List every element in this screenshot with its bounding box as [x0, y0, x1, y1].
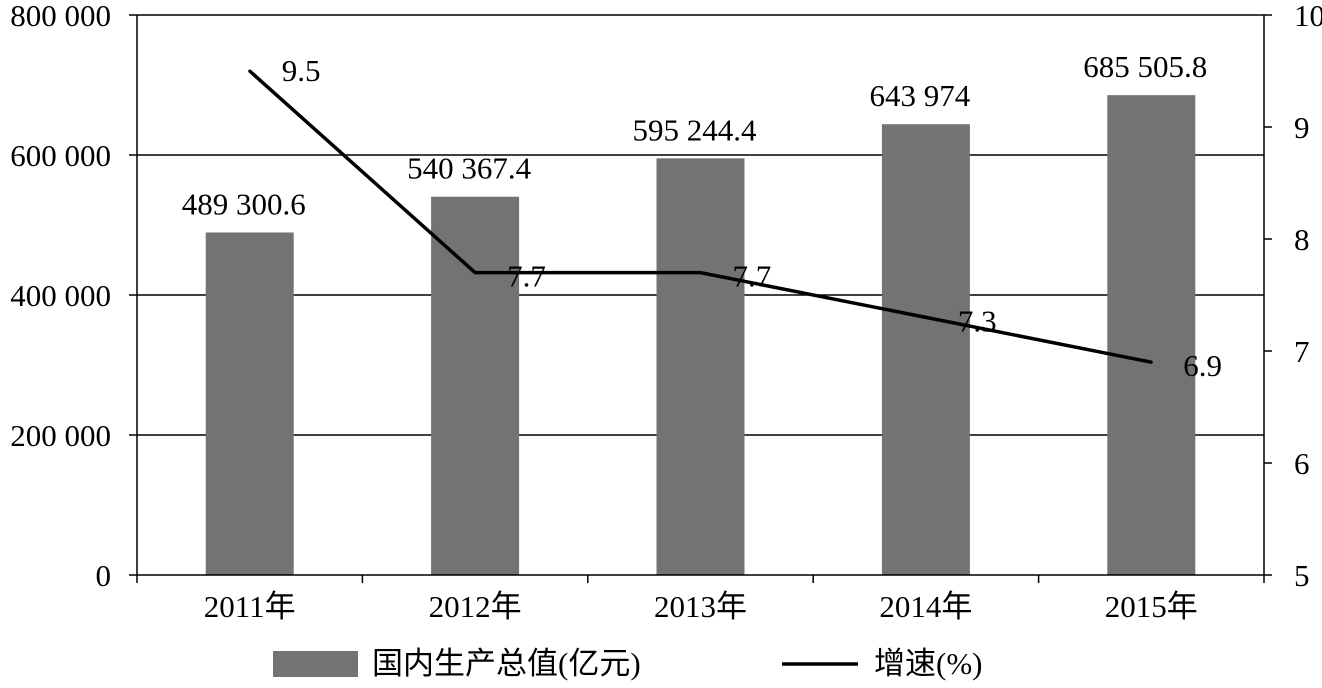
bar: [205, 232, 294, 576]
y-tick-label-left: 600 000: [10, 138, 111, 173]
x-tick-label: 2012年: [429, 589, 522, 624]
bar-value-label: 489 300.6: [182, 186, 306, 221]
bar: [656, 158, 745, 575]
line-point: [1149, 360, 1153, 364]
line-point: [248, 69, 252, 73]
y-tick-label-right: 6: [1294, 446, 1310, 481]
line-point: [699, 271, 702, 275]
y-tick-label-right: 5: [1294, 558, 1310, 593]
y-tick-label-right: 7: [1294, 334, 1310, 369]
bar-value-label: 540 367.4: [407, 151, 532, 186]
x-tick-label: 2014年: [879, 589, 972, 624]
axes: 0 200 000 400 000 600 000 800 000 5 6 7 8 9 10 2011…: [10, 0, 1322, 624]
bar-series: [205, 95, 1196, 576]
legend: 国内生产总值(亿元) 增速(%): [273, 646, 982, 681]
line-point: [924, 315, 928, 319]
line-value-label: 6.9: [1183, 348, 1222, 383]
y-tick-label-left: 200 000: [10, 418, 111, 453]
line-value-label: 7.3: [958, 303, 997, 338]
y-tick-label-left: 400 000: [10, 278, 111, 313]
y-tick-label-right: 10: [1294, 0, 1322, 33]
bar-value-label: 595 244.4: [633, 112, 758, 147]
line-value-label: 7.7: [507, 259, 546, 294]
x-tick-label: 2013年: [654, 589, 747, 624]
bar: [881, 124, 970, 575]
y-tick-label-right: 8: [1294, 222, 1310, 257]
bar: [431, 196, 520, 576]
line-point: [473, 271, 477, 275]
legend-bar-swatch: [273, 651, 358, 677]
line-value-label: 9.5: [282, 53, 321, 88]
line-series: [248, 69, 1153, 364]
y-tick-label-left: 800 000: [10, 0, 111, 33]
y-tick-label-right: 9: [1294, 110, 1310, 145]
legend-bar-label: 国内生产总值(亿元): [372, 646, 641, 681]
bar-value-label: 685 505.8: [1083, 49, 1207, 84]
y-tick-label-left: 0: [96, 558, 112, 593]
data-labels: 489 300.6 540 367.4 595 244.4 643 974 685 50…: [182, 49, 1222, 383]
line-value-label: 7.7: [733, 259, 772, 294]
x-tick-label: 2015年: [1105, 589, 1198, 624]
x-tick-label: 2011年: [204, 589, 296, 624]
legend-line-label: 增速(%): [874, 646, 982, 681]
bar-value-label: 643 974: [870, 78, 971, 113]
bar: [1107, 95, 1196, 576]
